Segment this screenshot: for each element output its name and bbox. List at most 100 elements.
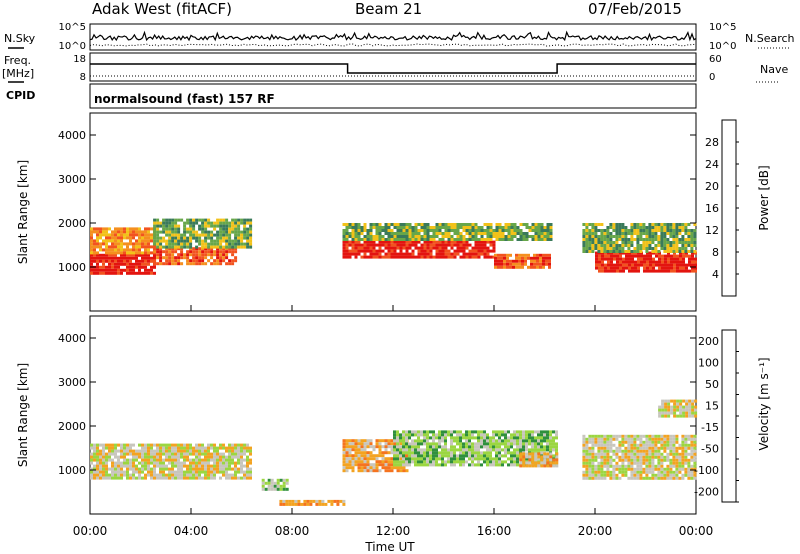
velocity-cell bbox=[414, 445, 417, 449]
power-cell bbox=[156, 262, 160, 266]
velocity-cell bbox=[375, 469, 379, 473]
velocity-cell bbox=[138, 452, 141, 456]
velocity-cell bbox=[228, 476, 231, 480]
power-cell bbox=[225, 253, 229, 257]
power-cell bbox=[408, 252, 412, 256]
power-cell bbox=[105, 227, 108, 231]
power-cell bbox=[594, 241, 598, 244]
power-cell bbox=[354, 229, 358, 232]
power-cell bbox=[192, 236, 196, 240]
velocity-cell bbox=[405, 451, 408, 455]
velocity-cell bbox=[186, 473, 189, 477]
velocity-cell bbox=[417, 460, 420, 464]
power-cell bbox=[588, 223, 592, 226]
power-cell bbox=[489, 229, 493, 232]
power-cell bbox=[444, 249, 448, 253]
power-cell bbox=[378, 240, 382, 244]
power-cell bbox=[153, 250, 157, 254]
velocity-cell bbox=[273, 484, 277, 488]
power-cell bbox=[207, 218, 211, 222]
power-cell bbox=[168, 236, 172, 240]
power-cell bbox=[486, 252, 490, 256]
power-cell bbox=[90, 248, 93, 252]
power-cell bbox=[648, 223, 652, 226]
velocity-cell bbox=[378, 448, 382, 452]
velocity-cell bbox=[144, 446, 147, 450]
velocity-cell bbox=[654, 446, 658, 450]
power-cell bbox=[639, 244, 643, 247]
power-cell bbox=[414, 235, 418, 238]
power-cell bbox=[183, 245, 187, 249]
velocity-cell bbox=[540, 442, 543, 446]
velocity-cell bbox=[645, 443, 649, 447]
power-cell bbox=[533, 262, 536, 266]
power-cell bbox=[480, 249, 484, 253]
velocity-cell bbox=[237, 452, 240, 456]
velocity-cell bbox=[453, 451, 456, 455]
velocity-cell bbox=[687, 458, 691, 462]
power-cell bbox=[135, 248, 138, 252]
power-cell bbox=[693, 223, 697, 226]
velocity-cell bbox=[693, 437, 697, 441]
power-cell bbox=[105, 245, 108, 249]
power-cell bbox=[117, 251, 120, 255]
velocity-cell bbox=[141, 467, 144, 471]
power-cell bbox=[663, 229, 667, 232]
velocity-cell bbox=[498, 463, 501, 467]
velocity-cell bbox=[639, 440, 643, 444]
velocity-cell bbox=[207, 443, 210, 447]
velocity-cell bbox=[99, 461, 102, 465]
velocity-cell bbox=[513, 433, 516, 437]
power-cell bbox=[207, 247, 211, 251]
power-cell bbox=[462, 240, 466, 244]
velocity-cell bbox=[534, 430, 537, 434]
power-cell bbox=[156, 253, 160, 257]
power-cell bbox=[661, 269, 664, 273]
velocity-cell bbox=[669, 440, 673, 444]
velocity-cell bbox=[673, 399, 677, 403]
power-cell bbox=[503, 259, 506, 263]
power-cell bbox=[447, 240, 451, 244]
velocity-cell bbox=[150, 473, 153, 477]
power-cell bbox=[144, 236, 147, 240]
velocity-cell bbox=[270, 487, 274, 491]
velocity-cell bbox=[123, 461, 126, 465]
power-cell bbox=[120, 245, 123, 249]
power-cell bbox=[459, 238, 463, 241]
velocity-cell bbox=[438, 445, 441, 449]
velocity-cell bbox=[369, 469, 373, 473]
power-cell bbox=[198, 247, 202, 251]
power-cell bbox=[225, 218, 229, 222]
power-cell bbox=[177, 256, 181, 260]
power-cell bbox=[616, 260, 619, 264]
velocity-cell bbox=[234, 473, 237, 477]
power-cell bbox=[594, 229, 598, 232]
power-cell bbox=[366, 238, 370, 241]
velocity-cell bbox=[396, 466, 400, 470]
velocity-cell bbox=[390, 463, 394, 467]
power-cell bbox=[138, 239, 141, 243]
power-cell bbox=[405, 249, 409, 253]
power-cell bbox=[649, 254, 652, 258]
velocity-cell bbox=[585, 461, 589, 465]
velocity-cell bbox=[360, 457, 364, 461]
velocity-cell bbox=[363, 454, 367, 458]
power-cell bbox=[165, 262, 169, 266]
velocity-cell bbox=[381, 466, 385, 470]
velocity-cell bbox=[664, 399, 668, 403]
velocity-cell bbox=[399, 469, 403, 473]
velocity-cell bbox=[609, 446, 613, 450]
velocity-cell bbox=[456, 454, 459, 458]
power-cell bbox=[351, 243, 355, 247]
velocity-cell bbox=[390, 442, 394, 446]
power-cell bbox=[171, 227, 175, 231]
velocity-cell bbox=[195, 461, 198, 465]
velocity-cell bbox=[225, 476, 228, 480]
velocity-cell bbox=[483, 436, 486, 440]
power-cell bbox=[423, 223, 427, 226]
power-cell bbox=[681, 250, 685, 253]
velocity-cell bbox=[153, 458, 156, 462]
power-cell bbox=[129, 230, 132, 234]
power-cell bbox=[533, 259, 536, 263]
velocity-cell bbox=[669, 437, 673, 441]
